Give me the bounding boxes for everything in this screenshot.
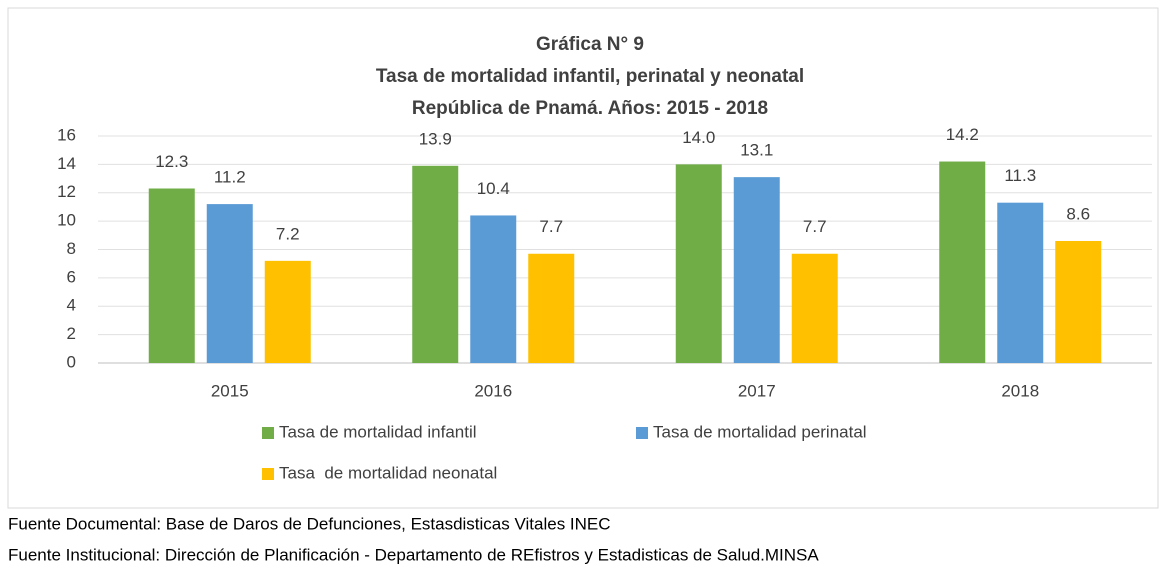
y-tick-label: 12 xyxy=(57,182,76,201)
bar xyxy=(528,253,575,363)
y-tick-label: 10 xyxy=(57,211,76,230)
x-tick-label: 2016 xyxy=(474,381,512,400)
chart-title: Tasa de mortalidad infantil, perinatal y… xyxy=(376,66,804,87)
bar xyxy=(733,177,780,363)
data-label: 7.2 xyxy=(276,224,300,243)
y-tick-label: 2 xyxy=(67,324,76,343)
bar xyxy=(470,215,517,363)
data-label: 11.3 xyxy=(1004,166,1036,185)
data-label: 13.9 xyxy=(419,129,452,148)
bar xyxy=(264,260,311,363)
y-tick-label: 0 xyxy=(67,352,76,371)
bar xyxy=(997,202,1044,363)
bar xyxy=(791,253,838,363)
chart-title: República de Pnamá. Años: 2015 - 2018 xyxy=(412,98,768,119)
data-label: 14.2 xyxy=(946,125,979,144)
x-tick-label: 2015 xyxy=(211,381,249,400)
legend-label: Tasa de mortalidad perinatal xyxy=(653,422,867,441)
data-label: 14.0 xyxy=(682,128,715,147)
legend-label: Tasa de mortalidad infantil xyxy=(279,422,477,441)
bar xyxy=(206,204,253,363)
source-note: Fuente Documental: Base de Daros de Defu… xyxy=(8,514,611,533)
legend-swatch xyxy=(636,427,648,439)
bar xyxy=(1055,240,1102,363)
data-label: 11.2 xyxy=(214,168,246,187)
chart-title: Gráfica N° 9 xyxy=(536,34,644,55)
x-tick-label: 2018 xyxy=(1001,381,1039,400)
bar xyxy=(675,164,722,363)
y-tick-label: 6 xyxy=(67,267,76,286)
legend-swatch xyxy=(262,468,274,480)
data-label: 13.1 xyxy=(740,141,773,160)
legend-swatch xyxy=(262,427,274,439)
bar xyxy=(148,188,195,363)
x-tick-label: 2017 xyxy=(738,381,776,400)
data-label: 12.3 xyxy=(155,152,188,171)
data-label: 7.7 xyxy=(539,217,563,236)
y-tick-label: 16 xyxy=(57,125,76,144)
data-label: 8.6 xyxy=(1066,204,1090,223)
source-note: Fuente Institucional: Dirección de Plani… xyxy=(8,545,819,564)
y-tick-label: 8 xyxy=(67,239,76,258)
y-tick-label: 4 xyxy=(67,296,76,315)
legend-label: Tasa de mortalidad neonatal xyxy=(279,463,497,482)
data-label: 7.7 xyxy=(803,217,827,236)
bar xyxy=(939,161,986,363)
data-label: 10.4 xyxy=(477,179,510,198)
y-tick-label: 14 xyxy=(57,154,76,173)
bar xyxy=(412,165,459,363)
